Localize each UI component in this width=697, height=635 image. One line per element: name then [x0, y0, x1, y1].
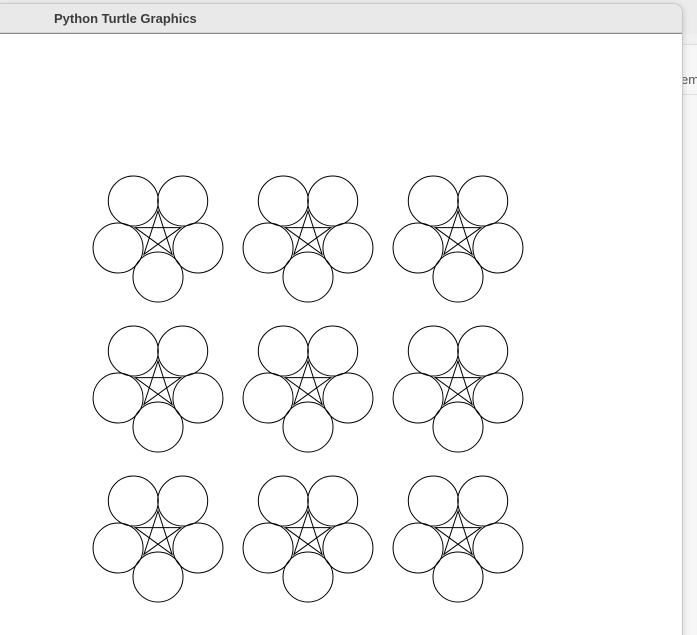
flower-pattern-8 [242, 475, 374, 603]
flower-circle [282, 251, 334, 303]
flower-circle [432, 551, 484, 603]
flower-circle [407, 475, 459, 527]
flower-circle [92, 522, 144, 574]
flower-pattern-1 [92, 175, 224, 303]
flower-star [283, 359, 333, 406]
flower-pattern-5 [242, 325, 374, 453]
flower-circle [107, 175, 159, 227]
flower-pattern-9 [392, 475, 524, 603]
flower-star [133, 359, 183, 406]
flower-pattern-3 [392, 175, 524, 303]
flower-circle [282, 551, 334, 603]
flower-circle [157, 325, 209, 377]
flower-circle [257, 475, 309, 527]
flower-circle [157, 175, 209, 227]
flower-circle [282, 401, 334, 453]
flower-star [283, 509, 333, 556]
flower-circle [157, 475, 209, 527]
flower-pattern-4 [92, 325, 224, 453]
flower-circle [92, 372, 144, 424]
flower-star [283, 209, 333, 256]
flower-circle [107, 475, 159, 527]
flower-circle [392, 372, 444, 424]
flower-circle [107, 325, 159, 377]
turtle-drawing [92, 175, 524, 603]
flower-circle [407, 325, 459, 377]
flower-circle [457, 475, 509, 527]
flower-pattern-7 [92, 475, 224, 603]
background-window-tab-label: em [681, 72, 697, 87]
flower-circle [472, 222, 524, 274]
flower-circle [432, 251, 484, 303]
flower-star [133, 509, 183, 556]
flower-circle [172, 222, 224, 274]
flower-circle [322, 372, 374, 424]
flower-circle [307, 325, 359, 377]
flower-star [133, 209, 183, 256]
flower-circle [322, 222, 374, 274]
flower-circle [242, 522, 294, 574]
window-titlebar[interactable]: Python Turtle Graphics [0, 4, 682, 33]
flower-circle [172, 372, 224, 424]
flower-star [433, 209, 483, 256]
flower-circle [242, 372, 294, 424]
flower-circle [307, 475, 359, 527]
turtle-graphics-window[interactable]: Python Turtle Graphics [0, 4, 682, 635]
window-title: Python Turtle Graphics [54, 11, 197, 26]
flower-pattern-2 [242, 175, 374, 303]
flower-circle [472, 522, 524, 574]
flower-circle [257, 175, 309, 227]
flower-circle [307, 175, 359, 227]
flower-star [433, 509, 483, 556]
background-window-toolbar [679, 34, 697, 45]
flower-circle [392, 222, 444, 274]
flower-circle [257, 325, 309, 377]
flower-star [433, 359, 483, 406]
flower-circle [432, 401, 484, 453]
flower-circle [172, 522, 224, 574]
flower-circle [132, 551, 184, 603]
flower-pattern-6 [392, 325, 524, 453]
flower-circle [132, 401, 184, 453]
flower-circle [457, 175, 509, 227]
flower-circle [92, 222, 144, 274]
background-window-tab[interactable]: em [679, 68, 697, 95]
flower-circle [472, 372, 524, 424]
turtle-canvas[interactable] [0, 33, 682, 635]
flower-circle [407, 175, 459, 227]
flower-circle [322, 522, 374, 574]
flower-circle [132, 251, 184, 303]
flower-circle [457, 325, 509, 377]
flower-circle [392, 522, 444, 574]
flower-circle [242, 222, 294, 274]
